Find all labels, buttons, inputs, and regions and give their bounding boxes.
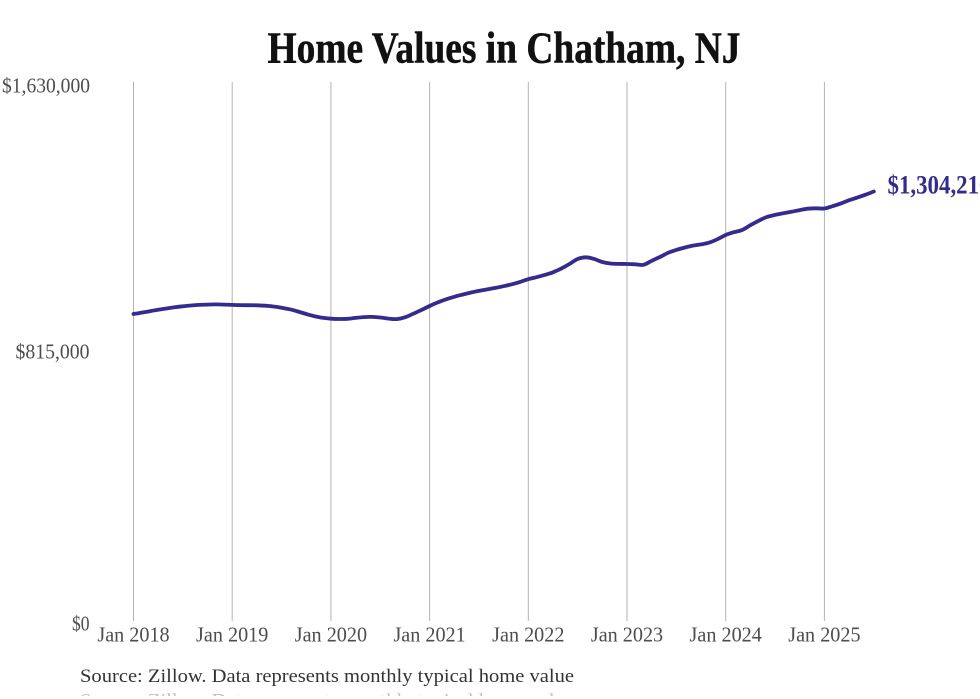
- svg-text:$1,304,210: $1,304,210: [888, 170, 980, 199]
- svg-text:Source: Zillow. Data represent: Source: Zillow. Data represents monthly …: [80, 666, 574, 687]
- svg-text:Jan 2020: Jan 2020: [295, 622, 367, 646]
- svg-text:Jan 2019: Jan 2019: [196, 622, 268, 646]
- svg-text:Jan 2021: Jan 2021: [393, 622, 465, 646]
- svg-text:Jan 2022: Jan 2022: [492, 622, 564, 646]
- svg-text:$1,630,000: $1,630,000: [2, 73, 90, 97]
- svg-text:Home Values in Chatham, NJ: Home Values in Chatham, NJ: [268, 24, 741, 73]
- svg-text:Jan 2023: Jan 2023: [591, 622, 663, 646]
- svg-text:$0: $0: [72, 612, 90, 636]
- svg-text:Jan 2024: Jan 2024: [690, 622, 763, 646]
- svg-text:Source: Zillow. Data represent: Source: Zillow. Data represents monthly …: [80, 691, 574, 699]
- svg-text:Jan 2025: Jan 2025: [788, 622, 860, 646]
- svg-text:Jan 2018: Jan 2018: [97, 622, 169, 646]
- svg-text:$815,000: $815,000: [16, 340, 90, 364]
